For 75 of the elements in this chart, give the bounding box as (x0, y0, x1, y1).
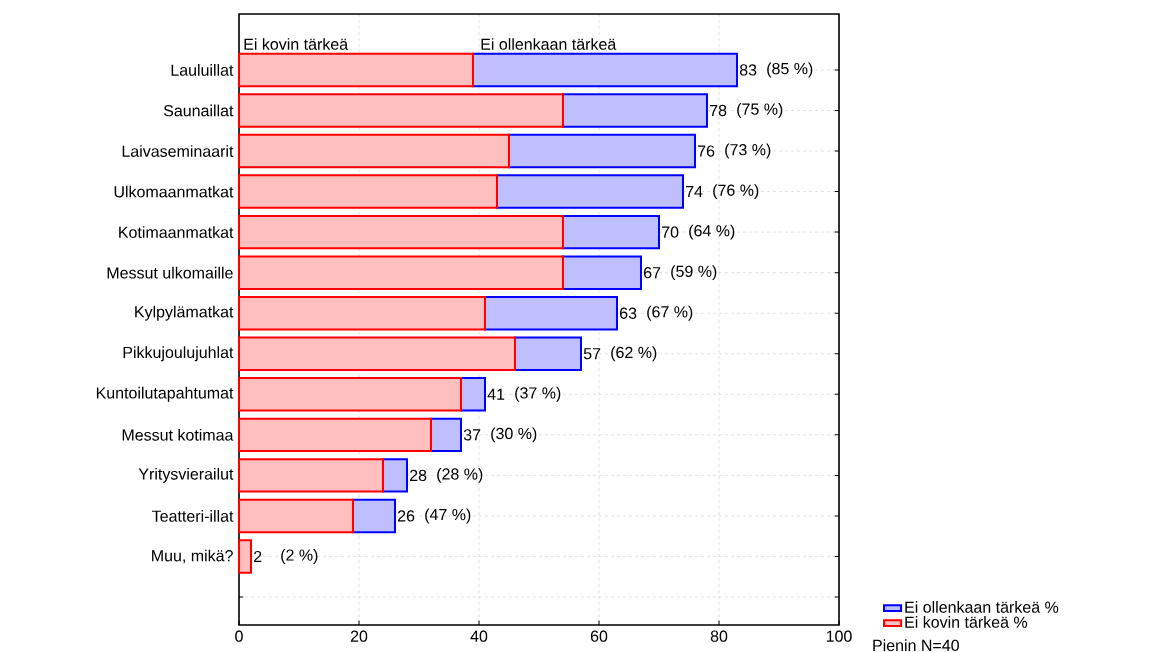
x-tick-label: 100 (826, 630, 852, 642)
total-label: 28 (410, 469, 427, 482)
annotation: Ei ollenkaan tärkeä (481, 38, 617, 50)
bar (514, 336, 583, 371)
x-tick-label: 20 (350, 630, 368, 642)
total-label: 74 (686, 186, 703, 198)
bar (238, 295, 487, 331)
bar (484, 295, 619, 331)
annotation: (64 %) (689, 224, 735, 240)
y-tick-label: Yritysvierailut (138, 467, 234, 483)
bar (238, 336, 517, 371)
bar (238, 214, 565, 250)
bar (238, 417, 433, 453)
bar (238, 52, 475, 88)
y-tick-label: Pikkujoulujuhlat (123, 346, 234, 362)
total-label: 67 (644, 266, 661, 279)
bar (460, 377, 487, 412)
annotation: (2 %) (281, 549, 318, 564)
bar (238, 93, 565, 128)
annotation: Ei kovin tärkeä (244, 38, 349, 50)
total-label: 2 (254, 550, 262, 563)
annotation: (85 %) (767, 62, 813, 78)
bar (562, 214, 661, 250)
total-label: 41 (487, 388, 505, 400)
bar (238, 255, 565, 290)
annotation: (62 %) (611, 346, 657, 362)
total-label: 70 (662, 226, 679, 238)
y-tick-label: Lauluillat (171, 64, 234, 76)
bar (472, 52, 739, 88)
bar (238, 377, 463, 412)
total-label: 76 (698, 145, 715, 157)
total-label: 57 (583, 348, 601, 360)
total-label: 83 (739, 64, 757, 76)
bar (562, 255, 643, 290)
bar (238, 458, 384, 493)
y-tick-label: Muu, mikä? (152, 549, 233, 564)
annotation: (73 %) (725, 143, 771, 159)
y-tick-label: Messut ulkomaille (107, 266, 233, 279)
y-tick-label: Ulkomaanmatkat (114, 185, 234, 198)
y-tick-label: Messut kotimaa (122, 428, 234, 441)
x-tick-label: 60 (590, 630, 608, 642)
annotation: (47 %) (425, 508, 471, 524)
bar (238, 498, 355, 534)
x-tick-label: 40 (470, 630, 488, 642)
text: Pienin N=40 (873, 639, 959, 652)
y-tick-label: Kuntoilutapahtumat (96, 386, 234, 402)
bar (430, 417, 463, 453)
y-tick-label: Teatteri-illat (152, 510, 234, 522)
bar (496, 174, 685, 209)
bar (382, 458, 409, 493)
bar (238, 174, 499, 209)
x-tick-label: 0 (235, 630, 243, 642)
x-tick-label: 80 (710, 630, 728, 642)
total-label: 37 (463, 429, 481, 441)
annotation: (67 %) (647, 305, 693, 321)
annotation: (75 %) (737, 103, 783, 118)
annotation: (59 %) (671, 265, 717, 281)
annotation: (30 %) (491, 427, 537, 443)
bar (238, 539, 252, 574)
total-label: 63 (620, 307, 637, 319)
bar (562, 93, 709, 128)
total-label: 26 (398, 510, 415, 522)
legend-label: Ei ollenkaan tärkeä % (905, 601, 1059, 613)
bar (508, 133, 697, 169)
bar (352, 498, 397, 534)
total-label: 78 (710, 104, 727, 117)
annotation: (37 %) (515, 386, 561, 402)
legend-label: Ei kovin tärkeä % (905, 616, 1028, 628)
y-tick-label: Saunaillat (163, 104, 234, 117)
annotation: (28 %) (437, 467, 483, 483)
bar (238, 133, 511, 169)
y-tick-label: Kylpylämatkat (135, 305, 234, 321)
y-tick-label: Laivaseminaarit (122, 145, 234, 157)
annotation: (76 %) (713, 184, 759, 200)
y-tick-label: Kotimaanmatkat (119, 226, 234, 238)
